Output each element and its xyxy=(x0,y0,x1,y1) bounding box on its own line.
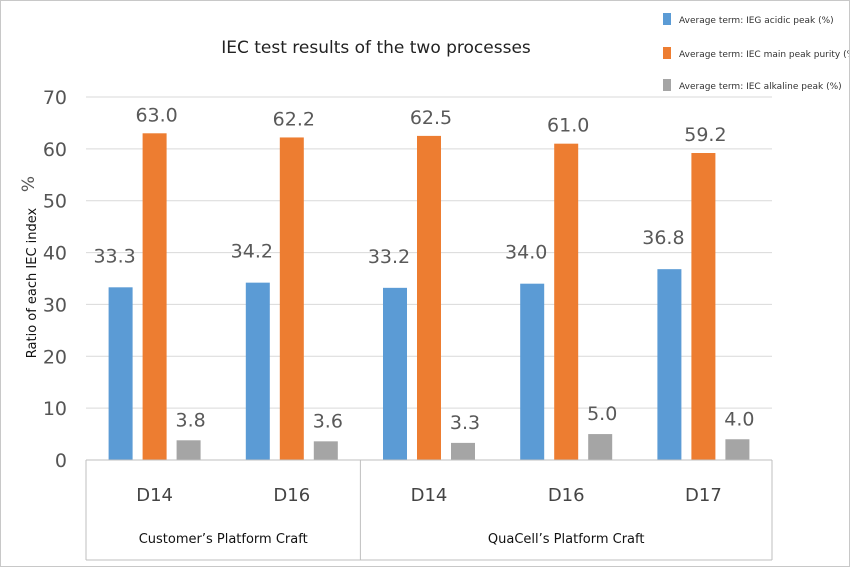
y-tick-label: 70 xyxy=(43,87,67,109)
legend-swatch xyxy=(663,79,671,91)
bar xyxy=(451,442,475,460)
data-label: 33.3 xyxy=(93,245,135,267)
bar xyxy=(657,269,682,460)
bar xyxy=(245,282,270,460)
y-tick-label: 30 xyxy=(43,294,67,316)
data-label: 62.5 xyxy=(410,107,452,129)
data-label: 3.6 xyxy=(313,410,343,432)
group-label: Customer’s Platform Craft xyxy=(139,532,308,547)
bar xyxy=(588,434,613,460)
data-label: 34.0 xyxy=(505,242,547,264)
legend-label: Average term: IEC alkaline peak (%) xyxy=(679,82,842,92)
y-tick-label: 10 xyxy=(43,398,67,420)
y-axis-label: Ratio of each IEC index xyxy=(25,207,40,358)
data-label: 3.8 xyxy=(175,409,205,431)
legend-label: Average term: IEG acidic peak (%) xyxy=(679,16,834,26)
x-tick-label: D16 xyxy=(273,485,310,506)
data-label: 59.2 xyxy=(684,124,726,146)
y-tick-label: 60 xyxy=(43,139,67,161)
data-label: 36.8 xyxy=(642,227,684,249)
bar xyxy=(383,287,407,460)
data-label: 62.2 xyxy=(273,108,315,130)
chart-title: IEC test results of the two processes xyxy=(221,38,531,58)
legend-swatch xyxy=(663,47,671,59)
bar xyxy=(691,153,716,460)
y-tick-label: 50 xyxy=(43,191,67,213)
y-axis-unit: % xyxy=(19,176,39,192)
data-label: 33.2 xyxy=(368,246,410,268)
x-tick-label: D16 xyxy=(548,485,585,506)
bar xyxy=(520,283,545,460)
y-tick-label: 0 xyxy=(55,450,67,472)
y-tick-label: 20 xyxy=(43,346,67,368)
data-label: 4.0 xyxy=(724,408,754,430)
bar xyxy=(313,441,338,460)
bar xyxy=(554,143,579,460)
bar xyxy=(417,135,441,460)
bar xyxy=(279,137,304,460)
x-tick-label: D14 xyxy=(411,485,448,506)
group-label: QuaCell’s Platform Craft xyxy=(488,532,645,547)
data-label: 5.0 xyxy=(587,403,617,425)
x-tick-label: D17 xyxy=(685,485,722,506)
x-tick-label: D14 xyxy=(136,485,173,506)
data-label: 63.0 xyxy=(135,104,177,126)
data-label: 3.3 xyxy=(450,412,480,434)
data-label: 34.2 xyxy=(231,241,273,263)
bar xyxy=(142,133,167,461)
y-tick-label: 40 xyxy=(43,243,67,265)
legend-swatch xyxy=(663,13,671,25)
bar xyxy=(725,439,750,460)
bar xyxy=(176,440,201,460)
legend-label: Average term: IEC main peak purity (%) xyxy=(679,50,849,60)
data-label: 61.0 xyxy=(547,115,589,137)
bar xyxy=(108,287,133,460)
